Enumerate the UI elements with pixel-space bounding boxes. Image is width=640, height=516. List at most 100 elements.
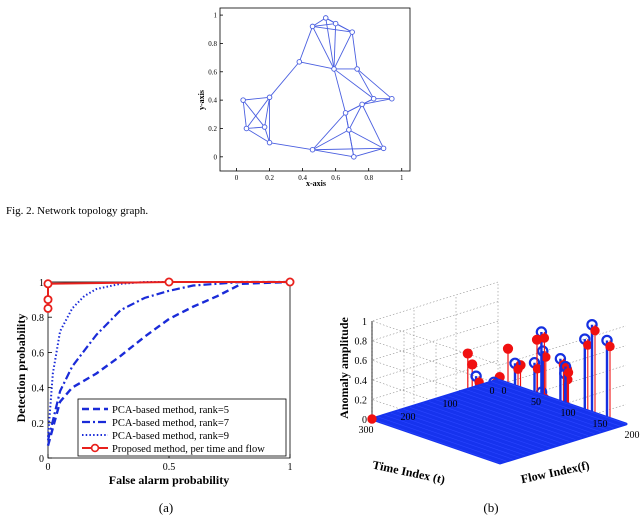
network-edge [312, 112, 346, 151]
anomaly-x-axis-label: Time Index (t) [371, 458, 446, 487]
anomaly-z-tick-label: 0.4 [355, 376, 368, 387]
anomaly-stem-red-marker [590, 326, 600, 336]
network-edge [333, 23, 337, 69]
anomaly-z-tick-label: 0.8 [355, 337, 368, 348]
roc-series-marker [43, 295, 53, 305]
roc-legend-label: Proposed method, per time and flow [112, 444, 265, 455]
network-node [266, 139, 273, 146]
anomaly-stem-red-marker [513, 364, 523, 374]
anomaly-stem-red-marker [462, 348, 473, 359]
anomaly-stem-red-marker [583, 340, 593, 350]
network-edge [312, 23, 336, 27]
anomaly-floor-texture [390, 412, 519, 458]
anomaly-stem-red-marker [605, 341, 615, 352]
roc-legend-label: PCA-based method, rank=5 [112, 405, 229, 416]
anomaly-floor-texture [378, 416, 507, 462]
network-edge [333, 68, 347, 114]
network-edge [312, 129, 350, 151]
roc-legend: PCA-based method, rank=5 PCA-based method… [77, 398, 287, 457]
anomaly-f-tick-label: 0 [502, 386, 507, 397]
anomaly-3d-floor [367, 378, 628, 465]
anomaly-stem-red-marker [502, 343, 514, 354]
anomaly-floor-texture [434, 399, 564, 444]
network-edge [348, 129, 384, 149]
anomaly-z-grid-line [371, 281, 627, 366]
roc-series [43, 277, 295, 446]
network-node [346, 127, 352, 133]
network-node [354, 66, 360, 72]
network-node [331, 66, 337, 72]
roc-series-line-1 [46, 280, 291, 446]
network-edge [298, 26, 313, 63]
roc-y-tick-label: 0.4 [32, 384, 45, 395]
network-node [243, 125, 250, 132]
roc-legend-label: PCA-based method, rank=9 [112, 431, 229, 442]
roc-ticks: 0 0.5 1 0 0.2 0.4 0.6 0.8 1 [32, 278, 293, 473]
network-edge [246, 126, 265, 129]
network-edge [333, 31, 353, 70]
network-edge [312, 26, 335, 70]
network-edge [269, 61, 300, 98]
roc-x-tick-label: 0.5 [163, 462, 176, 473]
network-edge [335, 23, 353, 33]
anomaly-z-tick-label: 0 [362, 415, 367, 426]
anomaly-floor-texture [403, 408, 532, 454]
network-edge [348, 104, 363, 131]
network-edge [361, 104, 384, 149]
anomaly-f-tick-label: 50 [531, 397, 541, 408]
network-edge [356, 68, 393, 100]
network-topology-chart: 0 0.2 0.4 0.6 0.8 1 0 0.2 0.4 0.6 0.8 1 x-axis y-ax… [197, 7, 411, 188]
network-node [296, 59, 303, 65]
network-node [309, 146, 316, 153]
anomaly-floor-texture [416, 405, 545, 450]
anomaly-floor-texture [472, 387, 601, 433]
network-node [349, 29, 355, 35]
anomaly-floor-texture [371, 418, 501, 464]
anomaly-floor-texture [409, 407, 538, 452]
network-x-tick-label: 0.8 [364, 174, 373, 182]
network-edge [333, 68, 374, 100]
network-node [389, 95, 395, 102]
network-edge [345, 103, 363, 114]
roc-y-tick-label: 0.2 [32, 419, 45, 430]
network-node [261, 124, 268, 130]
anomaly-stem-red-marker [541, 352, 551, 362]
network-edge [264, 97, 271, 128]
network-node [266, 94, 273, 101]
network-edge [243, 96, 270, 101]
anomaly-f-tick-label: 150 [593, 419, 608, 430]
roc-series-line-3 [47, 281, 290, 437]
network-edge [325, 17, 335, 70]
network-edge [362, 98, 392, 105]
anomaly-floor-texture [491, 381, 620, 427]
network-ticks: 0 0.2 0.4 0.6 0.8 1 0 0.2 0.4 0.6 0.8 1 [208, 12, 404, 182]
anomaly-y-axis-label: Flow Index(f) [520, 458, 591, 486]
roc-legend-marker [90, 443, 100, 453]
network-edge [246, 128, 270, 144]
network-node [240, 97, 246, 103]
roc-y-tick-label: 1 [39, 278, 44, 289]
network-y-tick-label: 0.2 [208, 125, 217, 133]
network-node [332, 20, 339, 27]
network-node [309, 23, 316, 30]
figure-caption: Fig. 2. Network topology graph. [6, 205, 148, 217]
anomaly-floor-texture [397, 410, 526, 456]
roc-series-line-2 [46, 280, 290, 441]
network-edge [246, 97, 270, 129]
network-node [359, 101, 365, 108]
network-node [322, 15, 329, 21]
network-edges [242, 17, 393, 158]
network-x-tick-label: 1 [400, 174, 404, 182]
network-edge [356, 68, 375, 99]
anomaly-floor-texture [422, 403, 551, 448]
anomaly-floor-texture [447, 395, 576, 440]
network-node [351, 154, 357, 160]
network-plot-frame [219, 7, 411, 172]
network-y-axis-label: y-axis [197, 90, 206, 110]
network-edge [312, 25, 353, 33]
anomaly-f-tick-label: 100 [561, 408, 576, 419]
roc-y-tick-label: 0 [39, 454, 44, 465]
